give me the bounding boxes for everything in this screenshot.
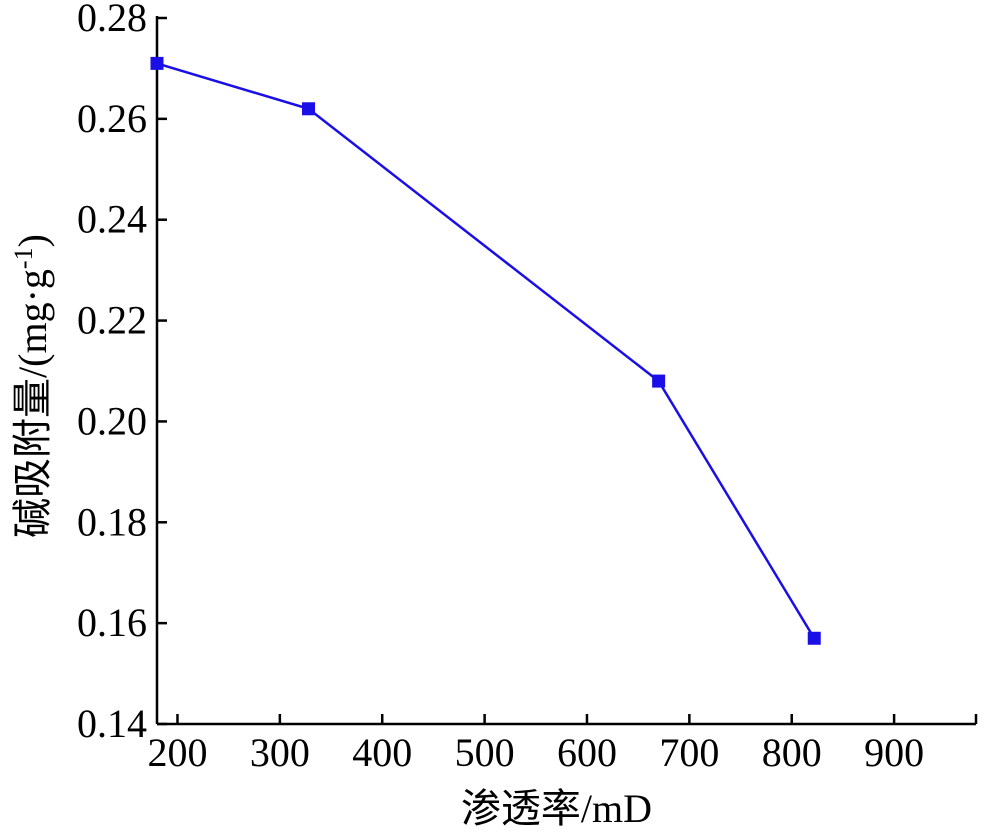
y-axis-title-superscript: -1 xyxy=(9,247,38,269)
y-tick-label: 0.24 xyxy=(77,197,147,242)
y-tick-label: 0.28 xyxy=(77,0,147,40)
x-tick-label: 200 xyxy=(147,730,207,775)
series-layer xyxy=(150,56,821,645)
data-point-marker xyxy=(302,102,316,116)
x-tick-label: 300 xyxy=(250,730,310,775)
x-tick-label: 800 xyxy=(762,730,822,775)
x-axis-ticks: 200 300 400 500 600 700 800 900 xyxy=(147,714,978,775)
y-axis-ticks: 0.14 0.16 0.18 0.20 0.22 0.24 0.26 0.28 xyxy=(77,0,167,746)
y-tick-label: 0.26 xyxy=(77,96,147,141)
x-tick-label: 700 xyxy=(659,730,719,775)
y-tick-label: 0.22 xyxy=(77,298,147,343)
y-tick-label: 0.16 xyxy=(77,600,147,645)
series-line xyxy=(156,62,816,639)
y-tick-label: 0.14 xyxy=(77,701,147,746)
x-tick-label: 400 xyxy=(352,730,412,775)
data-point-marker xyxy=(807,631,821,645)
x-tick-label: 600 xyxy=(557,730,617,775)
y-axis-title-suffix: ) xyxy=(10,234,55,247)
x-tick-label: 500 xyxy=(455,730,515,775)
data-point-marker xyxy=(150,56,164,70)
y-tick-label: 0.20 xyxy=(77,398,147,443)
x-tick-label: 900 xyxy=(864,730,924,775)
y-axis-title: 碱吸附量/(mg·g-1) xyxy=(9,234,56,538)
x-axis-title: 渗透率/mD xyxy=(461,786,652,831)
y-tick-label: 0.18 xyxy=(77,499,147,544)
data-point-marker xyxy=(652,374,666,388)
y-axis-title-main: 碱吸附量/(mg·g xyxy=(10,269,55,538)
